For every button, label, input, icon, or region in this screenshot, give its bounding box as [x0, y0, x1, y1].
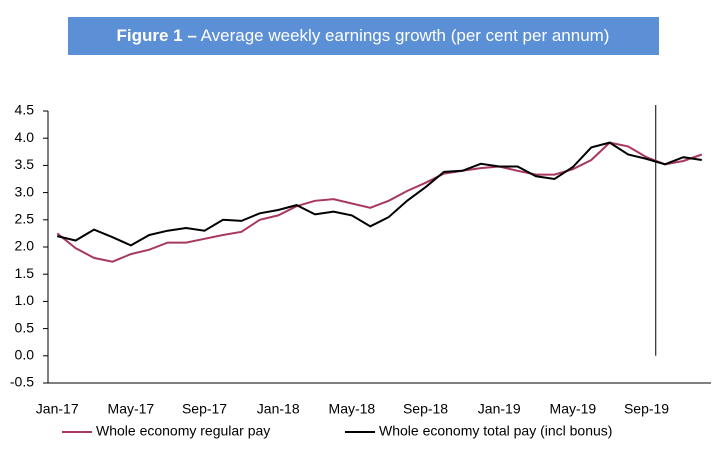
y-tick-label: 4.5 [15, 102, 35, 118]
y-tick-label: 1.0 [15, 292, 35, 308]
y-tick-label: 1.5 [15, 265, 35, 281]
y-tick-label: -0.5 [10, 374, 34, 390]
title-text: Average weekly earnings growth (per cent… [201, 26, 610, 45]
title-banner [68, 17, 659, 55]
y-tick-label: 3.0 [15, 183, 35, 199]
x-tick-label: Jan-18 [257, 401, 300, 417]
series-line [56, 141, 703, 263]
chart-title: Figure 1 – Average weekly earnings growt… [117, 26, 610, 45]
x-tick-label: May-19 [550, 401, 597, 417]
y-tick-label: 2.0 [15, 238, 35, 254]
title-bold: Figure 1 – [117, 26, 197, 45]
x-tick-label: Sep-19 [624, 401, 669, 417]
x-tick-label: Jan-19 [478, 401, 521, 417]
x-tick-label: Jan-17 [36, 401, 79, 417]
legend-label: Whole economy total pay (incl bonus) [379, 423, 612, 439]
series-line [56, 141, 702, 247]
y-tick-label: 4.0 [15, 129, 35, 145]
x-tick-label: Sep-18 [403, 401, 448, 417]
x-tick-label: May-18 [329, 401, 376, 417]
y-tick-label: 2.5 [15, 211, 35, 227]
x-tick-label: May-17 [108, 401, 155, 417]
legend-label: Whole economy regular pay [96, 423, 270, 439]
x-tick-label: Sep-17 [182, 401, 227, 417]
y-tick-label: 3.5 [15, 156, 35, 172]
y-tick-label: 0.0 [15, 347, 35, 363]
y-tick-label: 0.5 [15, 319, 35, 335]
